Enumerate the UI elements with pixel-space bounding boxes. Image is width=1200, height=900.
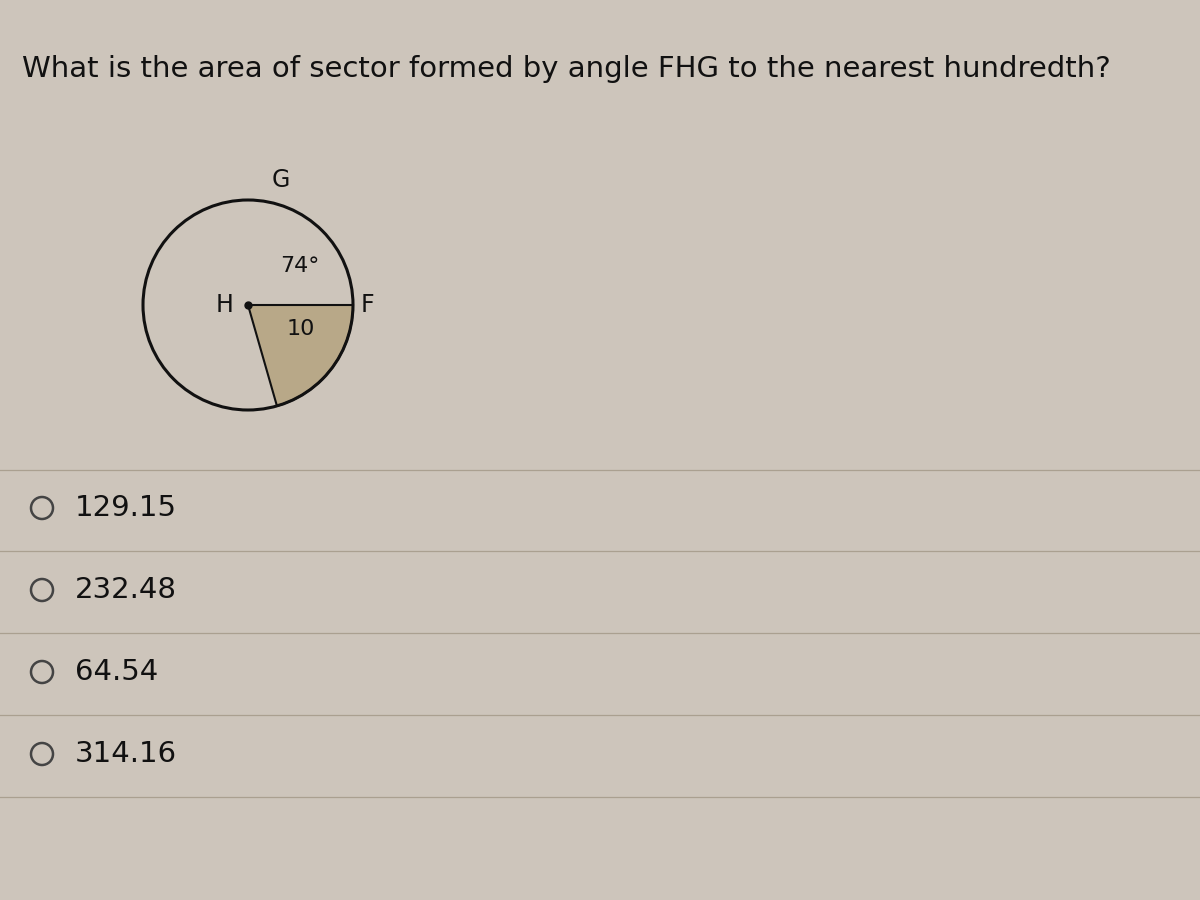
Text: 232.48: 232.48 xyxy=(74,576,178,604)
Text: 10: 10 xyxy=(287,319,314,339)
Text: 129.15: 129.15 xyxy=(74,494,178,522)
Text: 74°: 74° xyxy=(280,256,319,276)
Wedge shape xyxy=(248,305,353,406)
Text: 314.16: 314.16 xyxy=(74,740,178,768)
Text: 64.54: 64.54 xyxy=(74,658,158,686)
Text: F: F xyxy=(361,293,374,317)
Text: What is the area of sector formed by angle FHG to the nearest hundredth?: What is the area of sector formed by ang… xyxy=(22,55,1111,83)
Text: G: G xyxy=(271,168,290,192)
Text: H: H xyxy=(216,293,234,317)
